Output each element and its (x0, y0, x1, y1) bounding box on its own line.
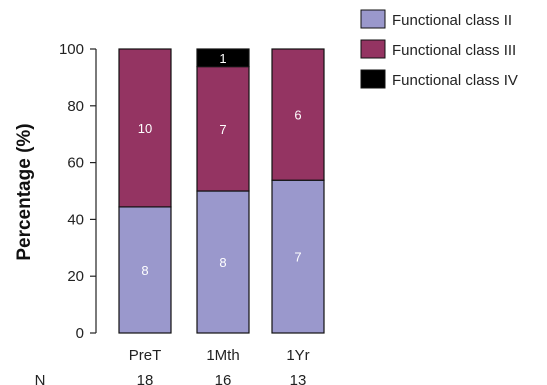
bar-segment (196, 48, 250, 68)
n-value: 13 (290, 372, 307, 385)
bars: 8 10 8 7 1 7 6 (118, 48, 325, 334)
legend-label: Functional class III (392, 42, 516, 59)
bar-segment-label: 8 (141, 263, 148, 278)
legend-swatch (360, 69, 386, 89)
n-row-label: N (35, 372, 46, 385)
bar-segment-label: 1 (219, 51, 226, 66)
x-tick-label: 1Yr (286, 347, 309, 364)
bar-segment-label: 7 (294, 250, 301, 265)
x-tick-label: 1Mth (206, 347, 239, 364)
legend-label: Functional class II (392, 12, 512, 29)
n-value: 18 (137, 372, 154, 385)
y-ticks: 0 20 40 60 80 100 (59, 41, 96, 342)
y-tick-label: 20 (67, 268, 84, 285)
bar-segment (118, 48, 172, 208)
x-tick-label: PreT (129, 347, 162, 364)
bar-segment (118, 206, 172, 334)
bar-segment (196, 66, 250, 192)
y-tick-label: 80 (67, 98, 84, 115)
bar-segment (271, 179, 325, 334)
y-tick-label: 100 (59, 41, 84, 58)
y-tick-label: 40 (67, 211, 84, 228)
legend-label: Functional class IV (392, 72, 518, 89)
y-tick-label: 60 (67, 155, 84, 172)
bar-segment-label: 6 (294, 108, 301, 123)
bar-segment (196, 190, 250, 334)
bar-segment-label: 10 (138, 121, 152, 136)
y-axis-title: Percentage (%) (14, 123, 35, 260)
legend-swatch (360, 9, 386, 29)
y-tick-label: 0 (76, 325, 84, 342)
x-tick-labels: PreT 1Mth 1Yr (129, 347, 310, 364)
n-row: N 18 16 13 (35, 372, 307, 385)
n-value: 16 (215, 372, 232, 385)
legend: Functional class II Functional class III F… (360, 9, 518, 89)
legend-swatch (360, 39, 386, 59)
bar-segment (271, 48, 325, 181)
bar-segment-label: 8 (219, 255, 226, 270)
bar-segment-label: 7 (219, 122, 226, 137)
